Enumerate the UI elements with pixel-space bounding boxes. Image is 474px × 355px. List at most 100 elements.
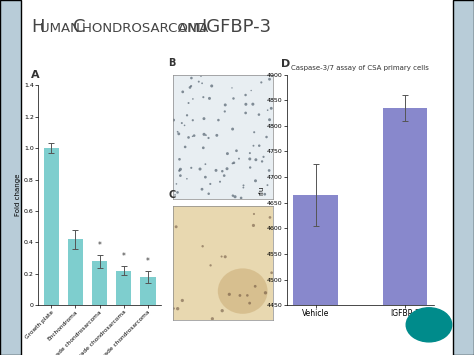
Title: Caspase-3/7 assay of CSA primary cells: Caspase-3/7 assay of CSA primary cells (292, 65, 429, 71)
Point (244, 293, 251, 298)
Point (198, 81, 206, 86)
Point (231, 194, 239, 200)
Point (255, 143, 263, 148)
Point (183, 176, 191, 182)
Point (200, 94, 207, 100)
Point (170, 306, 177, 311)
Point (174, 306, 182, 312)
Point (219, 168, 226, 174)
Point (221, 254, 229, 260)
Point (189, 118, 197, 123)
Text: *: * (122, 252, 126, 261)
Point (266, 117, 273, 122)
Point (237, 195, 245, 201)
Point (199, 244, 207, 249)
Point (224, 151, 231, 157)
Point (250, 223, 257, 228)
Text: H: H (31, 18, 44, 36)
Point (182, 144, 189, 150)
Point (200, 131, 208, 137)
Point (250, 143, 257, 149)
Point (171, 192, 179, 198)
Point (236, 293, 244, 298)
Point (213, 132, 220, 138)
Point (223, 166, 231, 171)
Text: AND: AND (178, 22, 211, 35)
Point (250, 211, 258, 217)
Bar (44, 148, 59, 305)
Point (196, 166, 204, 172)
Text: D: D (281, 59, 290, 70)
Point (220, 173, 228, 179)
Bar (140, 277, 155, 305)
Point (205, 191, 212, 197)
Point (264, 182, 271, 188)
Point (179, 89, 187, 95)
Point (219, 308, 226, 313)
Point (170, 117, 177, 123)
Point (266, 214, 274, 220)
Bar (293, 195, 338, 355)
Point (201, 161, 209, 167)
Point (215, 117, 222, 123)
Point (208, 83, 216, 89)
Point (176, 157, 183, 162)
Point (229, 126, 237, 132)
Point (226, 291, 233, 297)
Point (242, 92, 249, 98)
Point (267, 105, 275, 111)
Point (178, 120, 186, 126)
Point (216, 179, 224, 185)
Point (191, 133, 198, 138)
Bar (116, 271, 131, 305)
Point (261, 191, 269, 197)
Point (265, 168, 273, 173)
Point (175, 168, 183, 174)
Point (207, 181, 214, 187)
Text: *: * (146, 257, 150, 266)
Point (235, 156, 243, 162)
Point (258, 159, 266, 164)
Point (247, 88, 255, 93)
Text: UMAN: UMAN (40, 22, 84, 35)
Point (264, 107, 272, 113)
Point (242, 110, 249, 116)
Point (188, 165, 195, 171)
Point (188, 75, 195, 81)
Point (240, 182, 247, 188)
Bar (383, 108, 427, 355)
Point (200, 145, 207, 151)
Point (246, 300, 254, 306)
Point (177, 173, 184, 179)
Point (221, 102, 229, 108)
Point (218, 254, 225, 260)
Point (183, 113, 191, 118)
Text: IGFBP-3: IGFBP-3 (201, 18, 272, 36)
Point (246, 165, 254, 170)
Y-axis label: rlu: rlu (258, 185, 264, 195)
Point (185, 135, 192, 140)
Point (173, 224, 180, 230)
Point (198, 186, 206, 192)
Point (189, 133, 196, 139)
Point (181, 122, 188, 128)
Point (260, 154, 267, 160)
Point (228, 85, 236, 91)
Point (174, 129, 182, 135)
Point (229, 193, 237, 198)
Point (200, 116, 208, 121)
Point (173, 181, 180, 187)
Point (252, 178, 259, 184)
Point (252, 157, 260, 163)
Point (249, 101, 256, 107)
Point (262, 290, 269, 296)
Point (221, 109, 228, 114)
Point (207, 262, 214, 268)
Point (229, 160, 237, 166)
Point (179, 297, 186, 303)
Text: C: C (168, 190, 175, 200)
Point (230, 160, 237, 166)
Text: B: B (168, 58, 175, 68)
Point (266, 76, 273, 82)
Point (242, 102, 250, 107)
